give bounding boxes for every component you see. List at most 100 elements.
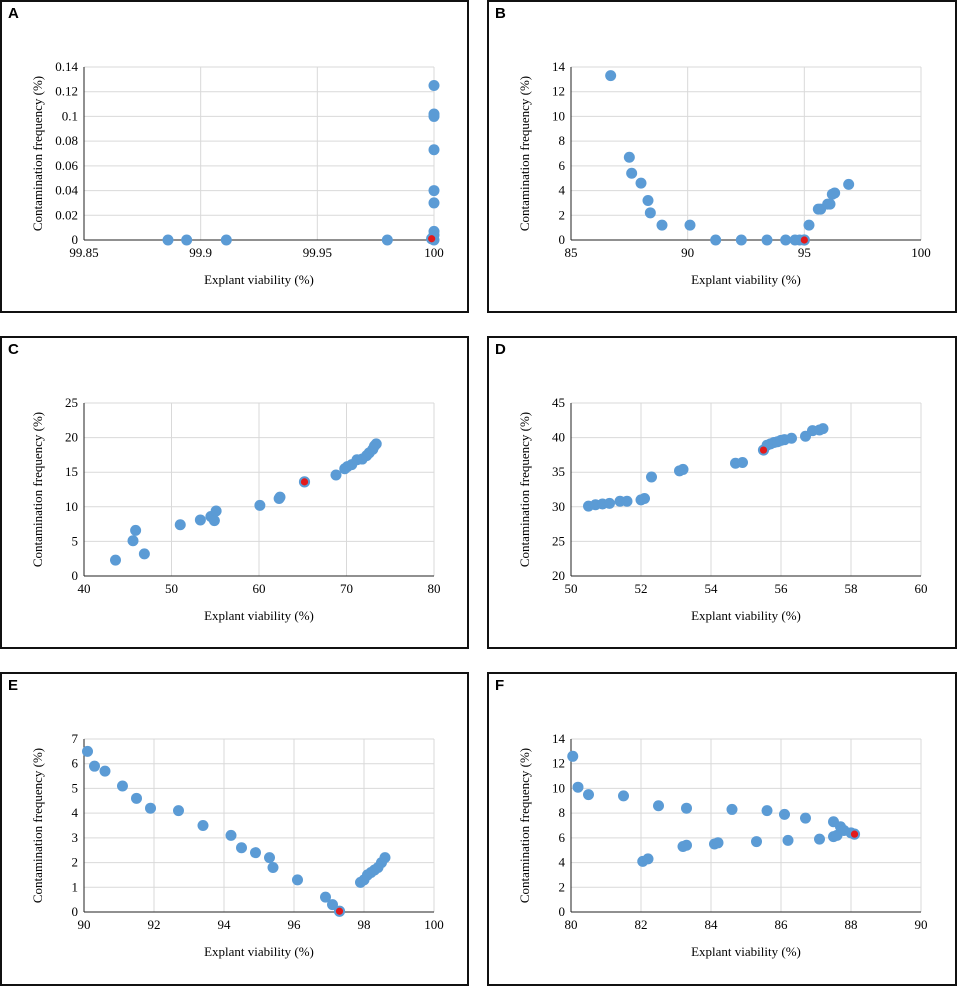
y-tick-label: 0: [559, 904, 566, 919]
scatter-chart-c: 40 50 60 70 80 0 5 10 15 20 25 Explant viability (%…: [30, 395, 441, 623]
x-tick-label: 100: [911, 245, 931, 260]
x-axis-title-b: Explant viability (%): [691, 272, 801, 287]
panel-d: D 50 52 54 56 58 60 20 25 30 35 40 45 Explant viabil…: [487, 336, 957, 649]
gridlines-f: [571, 738, 922, 912]
x-tick-label: 80: [565, 917, 578, 932]
data-point: [761, 234, 773, 246]
data-point: [110, 554, 121, 566]
panel-label-b: B: [495, 5, 506, 22]
y-tick-label: 12: [552, 756, 565, 771]
data-point: [130, 524, 142, 536]
data-point: [817, 423, 829, 435]
y-tick-label: 3: [72, 830, 79, 845]
optimal-point: [757, 444, 770, 456]
data-point: [428, 197, 440, 209]
data-point: [567, 750, 579, 762]
x-tick-label: 80: [428, 581, 441, 596]
optimal-point: [298, 476, 311, 488]
scatter-chart-d: 50 52 54 56 58 60 20 25 30 35 40 45 Explant viabilit…: [517, 395, 928, 623]
optimal-point: [333, 905, 346, 917]
data-point: [330, 469, 342, 481]
y-tick-label: 0: [559, 232, 566, 247]
data-point: [604, 497, 615, 509]
x-axis-title-e: Explant viability (%): [204, 944, 314, 959]
data-point: [639, 492, 650, 504]
gridlines-d: [571, 402, 922, 576]
data-point: [635, 177, 647, 189]
data-point: [127, 535, 139, 547]
y-tick-label: 2: [559, 879, 566, 894]
gridlines-a: [84, 66, 435, 240]
data-point: [320, 891, 331, 903]
y-tick-label: 20: [65, 430, 78, 445]
data-point: [737, 457, 748, 469]
x-tick-label: 50: [165, 581, 178, 596]
y-tick-label: 25: [552, 533, 565, 548]
data-point: [264, 852, 275, 864]
data-point: [779, 808, 790, 820]
y-tick-label: 6: [72, 756, 79, 771]
data-point: [681, 802, 692, 814]
optimal-point: [426, 233, 438, 245]
x-tick-label: 99.95: [303, 245, 332, 260]
y-tick-label: 35: [552, 464, 565, 479]
x-tick-label: 50: [565, 581, 578, 596]
panel-label-c: C: [8, 341, 19, 358]
x-tick-label: 95: [798, 245, 811, 260]
x-tick-label: 99.9: [189, 245, 212, 260]
y-tick-label: 0.12: [55, 84, 78, 99]
y-tick-label: 0: [72, 904, 79, 919]
y-tick-label: 15: [65, 464, 78, 479]
y-tick-label: 45: [552, 395, 565, 410]
gridlines-b: [571, 66, 922, 240]
data-point: [677, 463, 689, 475]
y-tick-label: 2: [559, 207, 566, 222]
y-axis-title-b: Contamination frequency (%): [517, 76, 532, 231]
x-tick-label: 60: [915, 581, 928, 596]
panel-f: F 80 82 84 86 88 90 0 2 4 6 8 10 12 14 Explant viabili…: [487, 672, 957, 986]
y-tick-label: 6: [559, 830, 566, 845]
y-tick-label: 0.06: [55, 158, 78, 173]
y-tick-label: 25: [65, 395, 78, 410]
y-tick-label: 10: [65, 499, 78, 514]
data-point: [644, 207, 656, 219]
y-tick-label: 8: [559, 805, 566, 820]
x-tick-label: 94: [218, 917, 232, 932]
y-axis-title-d: Contamination frequency (%): [517, 412, 532, 567]
data-point: [210, 505, 222, 517]
y-tick-label: 12: [552, 84, 565, 99]
data-point: [117, 780, 128, 792]
data-point: [82, 745, 93, 757]
x-tick-label: 82: [635, 917, 648, 932]
data-point: [381, 234, 393, 246]
data-point: [236, 842, 247, 854]
data-point: [814, 833, 825, 845]
data-point: [138, 548, 150, 560]
data-point: [428, 108, 440, 120]
y-tick-label: 0: [72, 232, 79, 247]
data-point: [605, 70, 617, 82]
data-point: [726, 803, 738, 815]
data-point: [267, 862, 279, 874]
x-tick-label: 100: [424, 917, 444, 932]
x-tick-label: 96: [288, 917, 302, 932]
data-point: [710, 234, 722, 246]
data-point: [642, 853, 654, 865]
x-axis-title-f: Explant viability (%): [691, 944, 801, 959]
scatter-chart-e: 90 92 94 96 98 100 0 1 2 3 4 5 6 7 Explant viability (…: [30, 731, 444, 959]
data-point: [208, 515, 220, 527]
data-point: [225, 829, 237, 841]
data-point: [782, 834, 794, 846]
data-point: [379, 852, 391, 864]
panel-b: B 85 90 95 100 0 2 4 6 8 10 12 14 Explant viability …: [487, 0, 957, 313]
panel-c: C 40 50 60 70 80 0 5 10 15 20 25 Explant viability …: [0, 336, 469, 649]
data-point: [572, 781, 584, 793]
data-point: [843, 178, 855, 190]
scatter-chart-f: 80 82 84 86 88 90 0 2 4 6 8 10 12 14 Explant viability…: [517, 731, 928, 959]
y-tick-label: 14: [552, 731, 566, 746]
y-tick-label: 4: [559, 855, 566, 870]
scatter-chart-b: 85 90 95 100 0 2 4 6 8 10 12 14 Explant viability (%…: [517, 59, 931, 287]
data-point: [428, 144, 440, 156]
data-point: [428, 80, 440, 92]
data-point: [653, 800, 664, 812]
